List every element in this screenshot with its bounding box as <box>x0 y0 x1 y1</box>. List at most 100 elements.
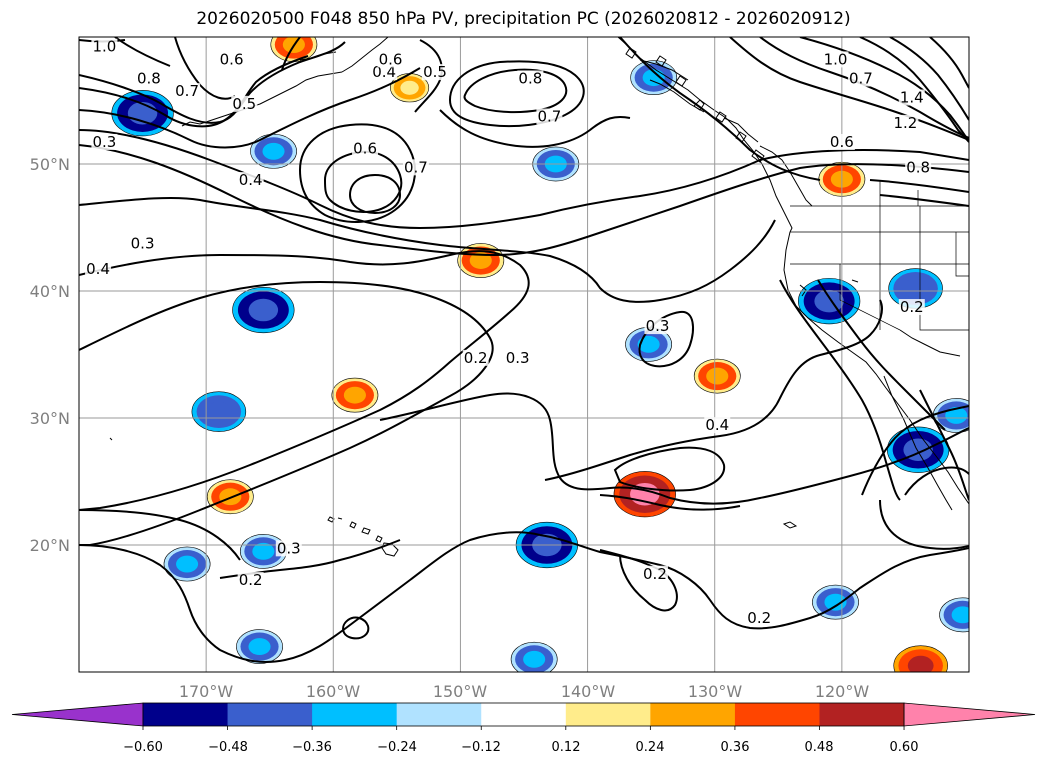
precip-blob <box>163 546 211 582</box>
colorbar-tick-label: 0.36 <box>721 740 750 755</box>
contour-label-bg <box>218 51 245 68</box>
colorbar-segment <box>565 703 651 726</box>
precip-blob <box>939 597 969 633</box>
pv-contour-label: 0.6 <box>379 50 403 68</box>
colorbar <box>11 702 1036 730</box>
pv-contour-label: 0.2 <box>464 349 488 367</box>
political-borders <box>790 180 969 331</box>
contour-label-bg <box>892 114 919 131</box>
pv-contour-label: 0.3 <box>92 133 116 151</box>
precip-blob <box>893 645 948 672</box>
lon-tick-label: 120°W <box>815 682 870 701</box>
pv-contour-label: 0.4 <box>239 171 263 189</box>
contour-label-bg <box>905 159 932 176</box>
colorbar-tick-label: 0.12 <box>552 740 581 755</box>
precip-blob <box>932 398 969 433</box>
contour-label-bg <box>135 70 162 87</box>
contour-label-bg <box>85 260 112 277</box>
pv-contour-label: 0.6 <box>830 133 854 151</box>
colorbar-segment <box>650 703 736 726</box>
lat-tick-label: 40°N <box>30 282 70 301</box>
pv-contour-label: 1.0 <box>824 50 848 68</box>
pv-contour-label: 0.7 <box>849 69 873 87</box>
colorbar-extend-min <box>11 702 144 727</box>
contour-label-bg <box>371 64 398 81</box>
pv-contour-label: 0.7 <box>175 82 199 100</box>
contour-label-bg <box>822 51 849 68</box>
lon-tick-label: 160°W <box>306 682 361 701</box>
pv-contours <box>79 37 969 663</box>
pv-contour-label: 0.3 <box>506 349 530 367</box>
precip-blob <box>250 133 297 169</box>
contour-label-bg <box>402 159 429 176</box>
contour-label-bg <box>641 565 668 582</box>
map-frame <box>78 36 970 673</box>
precip-blob <box>693 358 741 394</box>
colorbar-tick-label: −0.12 <box>461 740 501 755</box>
colorbar-tick-label: −0.36 <box>292 740 332 755</box>
colorbar-segment <box>481 703 567 726</box>
pv-contour-label: 1.2 <box>893 114 917 132</box>
contour-label-bg <box>422 64 448 81</box>
precip-shading <box>111 37 969 672</box>
precip-blob <box>510 641 558 672</box>
longitude-tick-labels: 170°W 160°W 150°W 140°W 130°W 120°W <box>179 682 870 701</box>
pv-contour-label: 0.2 <box>239 571 263 589</box>
precip-blob <box>331 377 379 413</box>
colorbar-tick-label: −0.60 <box>123 740 163 755</box>
precip-blob <box>239 533 287 569</box>
contour-label-bg <box>237 572 264 589</box>
pv-contour-label: 0.6 <box>220 50 244 68</box>
lat-tick-label: 30°N <box>30 409 70 428</box>
precip-blob <box>270 37 318 62</box>
precip-blob <box>232 286 295 334</box>
lon-tick-label: 170°W <box>179 682 234 701</box>
contour-label-bg <box>644 318 671 335</box>
colorbar-segment <box>143 703 229 726</box>
colorbar-extend-max <box>903 702 1036 727</box>
contour-label-bg <box>91 38 118 55</box>
colorbar-frame <box>142 702 905 727</box>
contour-label-bg <box>828 133 855 150</box>
colorbar-tick-labels: −0.60 −0.48 −0.36 −0.24 −0.12 0.12 0.24 … <box>123 740 918 755</box>
pv-contour-label: 0.6 <box>353 139 377 157</box>
contour-label-bg <box>275 540 302 557</box>
pv-contour-label: 0.7 <box>404 158 428 176</box>
contour-label-bg <box>504 349 531 366</box>
pv-contour-label: 0.2 <box>747 609 771 627</box>
colorbar-segment <box>227 703 313 726</box>
pv-contour-label: 0.4 <box>705 416 729 434</box>
pv-contour-label: 0.7 <box>537 108 561 126</box>
pv-contour-labels: 1.0 0.8 0.7 0.6 0.5 0.3 0.4 0.3 0.4 0.4 0.5 0.6 0.8 0… <box>85 38 932 627</box>
pv-contour-label: 0.2 <box>643 565 667 583</box>
lon-tick-label: 150°W <box>433 682 488 701</box>
precip-blob <box>888 268 943 309</box>
colorbar-segment <box>734 703 820 726</box>
colorbar-segment <box>396 703 482 726</box>
pv-contour-label: 0.4 <box>86 260 110 278</box>
lon-tick-label: 130°W <box>688 682 743 701</box>
colorbar-tick-label: 0.48 <box>805 740 834 755</box>
pv-contour-label: 0.5 <box>232 95 256 113</box>
pv-contour-label: 0.8 <box>906 158 930 176</box>
contour-label-bg <box>462 349 489 366</box>
contour-label-bg <box>847 70 874 87</box>
pv-contour-label: 0.3 <box>131 235 155 253</box>
precip-blob <box>206 479 254 515</box>
contour-label-bg <box>91 133 118 150</box>
pv-contour-label: 1.0 <box>92 38 116 56</box>
contour-label-bg <box>898 299 925 316</box>
contour-label-bg <box>352 140 379 157</box>
contour-label-bg <box>704 417 731 434</box>
contour-label-bg <box>746 610 773 627</box>
pv-contour-label: 0.5 <box>423 63 447 81</box>
contour-label-bg <box>237 172 264 189</box>
latitude-tick-labels: 20°N 30°N 40°N 50°N <box>30 155 70 555</box>
pv-contour-label: 1.4 <box>900 89 924 107</box>
pv-contour-label: 0.8 <box>518 69 542 87</box>
precip-blob <box>236 629 283 664</box>
precip-blob <box>887 426 950 473</box>
pv-contour-label: 0.3 <box>277 539 301 557</box>
pv-contour-label: 0.2 <box>900 298 924 316</box>
